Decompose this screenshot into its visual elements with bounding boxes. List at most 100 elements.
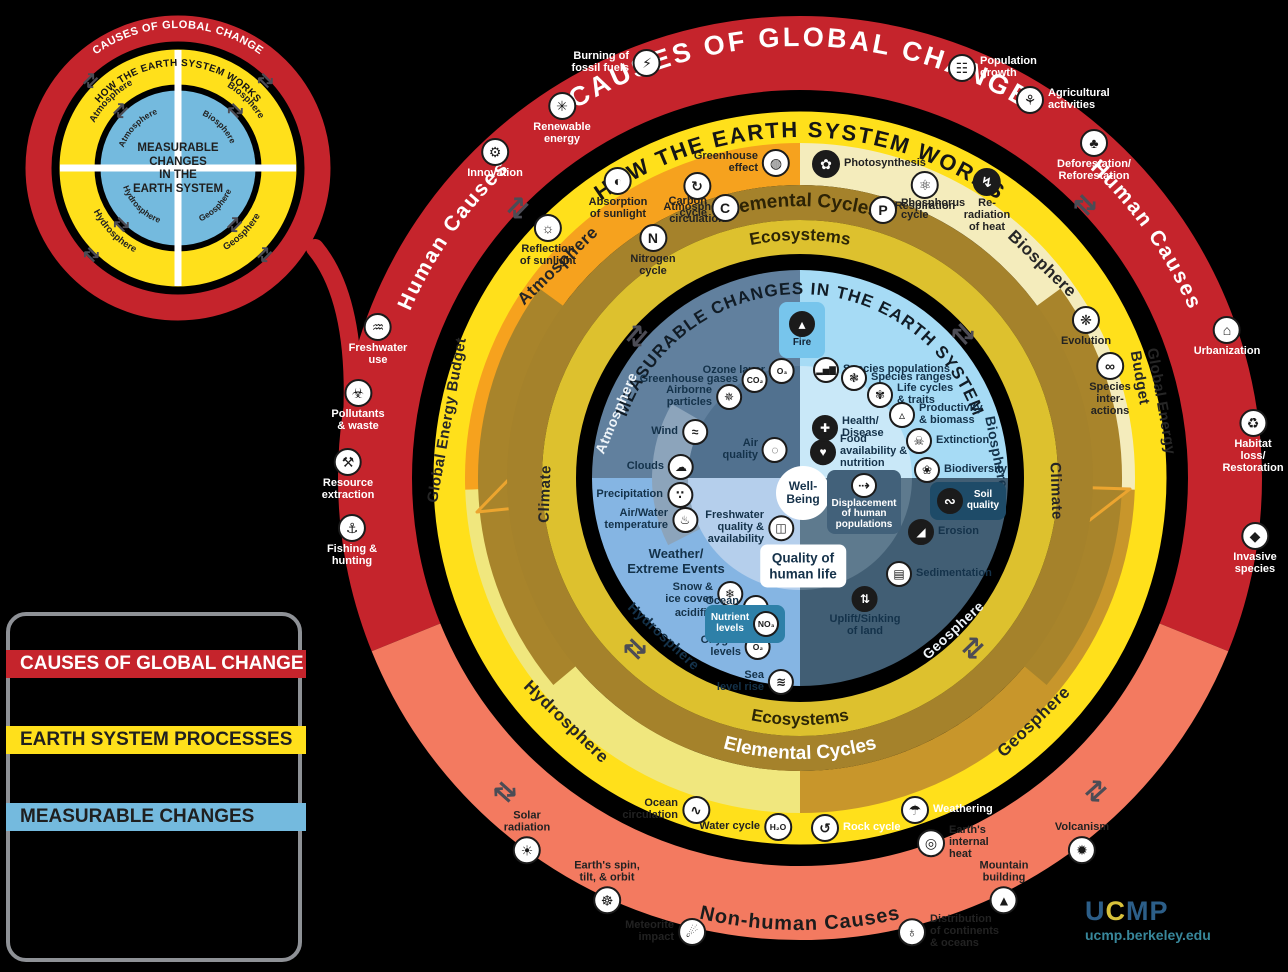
ammonite-c-icon: C — [1105, 896, 1126, 926]
carbon-cycle-icon: C — [711, 194, 739, 222]
item-photosynthesis: ✿ Photosynthesis — [812, 150, 926, 178]
erosion-icon: ◢ — [908, 519, 934, 545]
meteorite-impact-icon: ☄ — [678, 918, 706, 946]
nitrogen-cycle-icon: N — [638, 224, 667, 252]
item-phosphorus-cycle: P Phosphorus cycle — [869, 196, 965, 224]
biodiversity-icon: ❀ — [914, 457, 940, 483]
burning-of-fossil-fuels-icon: ⚡ — [633, 49, 661, 77]
item-label: Urbanization — [1193, 345, 1261, 357]
item-label: Invasive species — [1233, 551, 1277, 575]
ucmp-logo-url: ucmp.berkeley.edu — [1085, 927, 1211, 943]
well-being-label: Well- Being — [786, 478, 820, 506]
item-label: Pollutants & waste — [331, 408, 385, 432]
item-rock-cycle: ↺ Rock cycle — [811, 814, 900, 842]
distribution-of-continents-oceans-icon: ♁ — [898, 918, 926, 946]
item-label: Deforestation/ Reforestation — [1057, 158, 1131, 182]
boxed-item-label: Fire — [792, 337, 812, 349]
item-invasive-species: ◆ Invasive species — [1233, 522, 1277, 576]
phosphorus-cycle-icon: P — [869, 196, 897, 224]
item-weathering: ☂ Weathering — [901, 796, 993, 824]
item-meteorite-impact: Meteorite impact ☄ — [625, 918, 706, 946]
re-radiation-of-heat-icon: ↯ — [972, 168, 1001, 196]
boxed-item-label: Displacement of human populations — [831, 497, 897, 531]
region-label-weather-extreme-events: Weather/ Extreme Events — [627, 546, 725, 576]
weathering-icon: ☂ — [901, 796, 929, 824]
region-label-climate: Climate — [535, 464, 555, 524]
well-being-circle — [776, 466, 830, 520]
freshwater-quality-availability-icon: ◫ — [768, 515, 794, 541]
item-label: Burning of fossil fuels — [571, 50, 629, 74]
item-air-quality: Air quality ◌ — [723, 437, 788, 463]
earth-s-spin-tilt-orbit-icon: ☸ — [592, 886, 621, 914]
item-life-cycles-traits: ✾ Life cycles & traits — [867, 382, 953, 408]
population-growth-icon: ☷ — [948, 54, 976, 82]
item-label: Freshwater quality & availability — [705, 509, 764, 545]
item-species-inter-actions: ∞ Species inter- actions — [1089, 352, 1131, 418]
ucmp-logo: UCMP ucmp.berkeley.edu — [1085, 896, 1211, 944]
item-productivity-biomass: ▵ Productivity & biomass — [889, 402, 983, 428]
item-precipitation: Precipitation ∵ — [596, 482, 693, 508]
item-biodiversity: ❀ Biodiversity — [914, 457, 1007, 483]
item-label: Innovation — [467, 167, 523, 179]
item-fishing-hunting: ⚓ Fishing & hunting — [327, 514, 377, 568]
health-disease-icon: ✚ — [812, 415, 838, 441]
item-label: Health/ Disease — [842, 415, 884, 439]
mini-causes-ring — [25, 15, 331, 321]
soil-quality-icon: ∾ — [936, 488, 963, 514]
item-snow-ice-cover: Snow & ice cover ❄ — [665, 581, 743, 607]
item-greenhouse-effect: Greenhouse effect ◍ — [694, 149, 790, 177]
legend-changes-label: MEASURABLE CHANGES — [20, 806, 255, 827]
ocean-circulation-icon: ∿ — [682, 796, 710, 824]
item-urbanization: ⌂ Urbanization — [1193, 316, 1261, 358]
item-earth-s-spin-tilt-orbit: Earth's spin, tilt, & orbit ☸ — [574, 859, 640, 914]
nutrient-levels-icon: NO₃ — [753, 611, 780, 637]
item-extinction: ☠ Extinction — [906, 428, 989, 454]
item-agricultural-activities: ⚘ Agricultural activities — [1016, 86, 1110, 114]
item-label: Solar radiation — [503, 809, 551, 834]
item-label: Respiration — [894, 200, 956, 212]
species-inter-actions-icon: ∞ — [1096, 352, 1124, 380]
item-respiration: ⚛ Respiration — [894, 171, 956, 213]
item-label: Extinction — [936, 434, 990, 447]
mini-center-title: MEASURABLE CHANGES IN THE EARTH SYSTEM — [132, 141, 224, 195]
item-label: Ocean circulation — [622, 797, 678, 821]
region-label-climate: Climate — [1046, 461, 1066, 521]
renewable-energy-icon: ✳ — [548, 92, 576, 120]
item-label: Freshwater use — [348, 342, 408, 366]
precipitation-icon: ∵ — [667, 482, 693, 508]
ecosystems-ring — [542, 220, 1058, 736]
item-label: Productivity & biomass — [919, 402, 983, 426]
water-cycle-icon: H₂O — [764, 813, 792, 841]
item-label: Habitat loss/ Restoration — [1222, 438, 1284, 474]
resource-extraction-icon: ⚒ — [333, 448, 362, 476]
species-ranges-icon: ❃ — [841, 365, 867, 391]
greenhouse-effect-icon: ◍ — [762, 149, 790, 177]
item-renewable-energy: ✳ Renewable energy — [533, 92, 591, 146]
causes-ring-human-arc — [338, 16, 1262, 652]
item-label: Agricultural activities — [1048, 87, 1110, 111]
food-availability-nutrition-icon: ♥ — [810, 439, 836, 465]
item-innovation: ⚙ Innovation — [467, 138, 523, 180]
invasive-species-icon: ◆ — [1240, 522, 1269, 550]
item-label: Erosion — [938, 525, 979, 538]
boxed-item-soil-quality: ∾ Soil quality — [930, 482, 1006, 520]
item-label: Re- radiation of heat — [963, 197, 1011, 233]
species-populations-icon: ▂▅▇ — [813, 357, 839, 383]
item-clouds: Clouds ☁ — [627, 454, 694, 480]
mountain-building-icon: ▲ — [989, 886, 1018, 914]
legend: CAUSES OF GLOBAL CHANGE EARTH SYSTEM PRO… — [6, 612, 306, 962]
air-water-temperature-icon: ♨ — [672, 507, 698, 533]
item-species-ranges: ❃ Species ranges — [841, 365, 952, 391]
item-label: Food availability & nutrition — [840, 433, 908, 469]
boxed-item-displacement-of-human-populations: ⇢ Displacement of human populations — [827, 470, 901, 534]
boxed-item-nutrient-levels: Nutrient levels NO₃ — [705, 605, 785, 643]
item-label: Weathering — [933, 803, 993, 816]
item-carbon-cycle: Carbon cycle C — [669, 194, 739, 222]
item-resource-extraction: ⚒ Resource extraction — [322, 448, 374, 502]
evolution-icon: ❋ — [1071, 306, 1100, 334]
item-evolution: ❋ Evolution — [1061, 306, 1111, 348]
item-label: Greenhouse gases — [639, 373, 738, 386]
item-sea-level-rise: Sea level rise ≋ — [717, 669, 794, 695]
item-volcanism: Volcanism ✹ — [1055, 821, 1109, 864]
